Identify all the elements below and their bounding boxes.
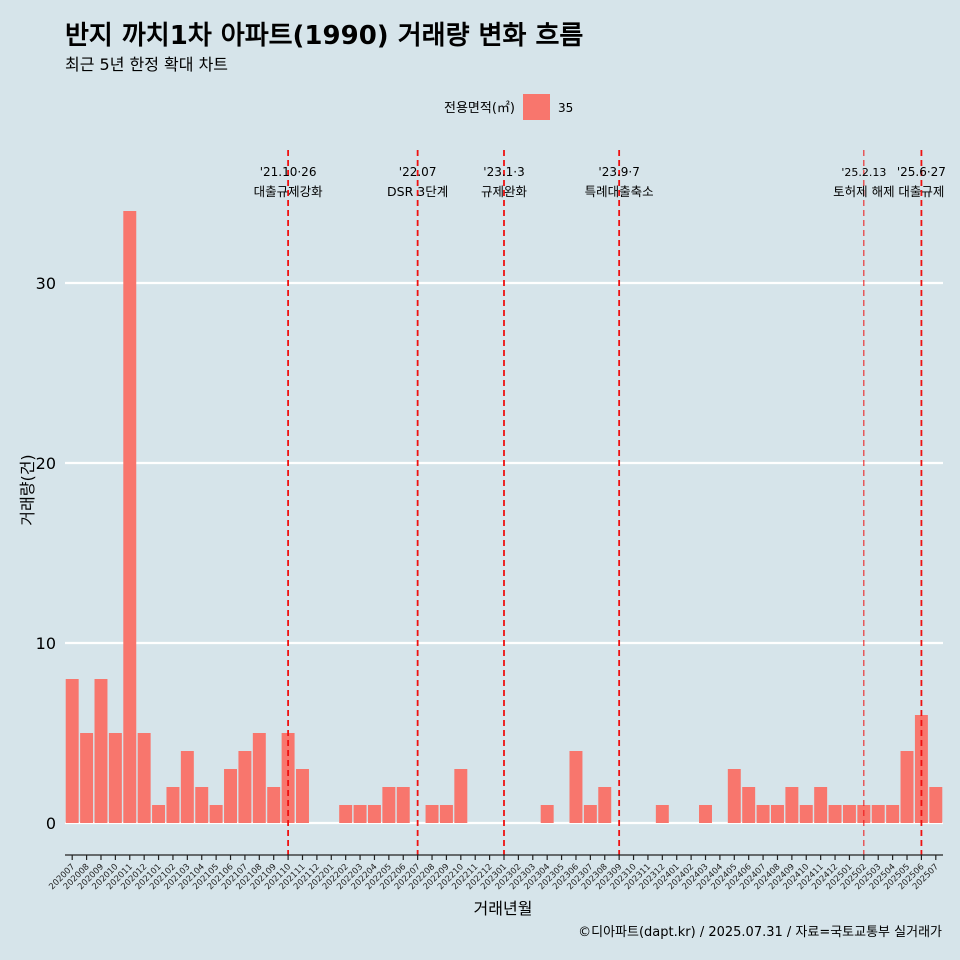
bar-202411 — [814, 787, 828, 823]
bar-202408 — [770, 805, 784, 823]
chart-caption: ©디아파트(dapt.kr) / 2025.07.31 / 자료=국토교통부 실… — [578, 925, 942, 940]
bar-202007 — [65, 679, 79, 823]
event-desc-label-202207: DSR 3단계 — [387, 184, 448, 199]
bar-202505 — [900, 751, 914, 823]
bars — [65, 211, 943, 823]
bar-202101 — [152, 805, 166, 823]
bar-202011 — [123, 211, 137, 823]
event-date-label-202502: '25.2.13 — [841, 166, 886, 179]
bar-202407 — [756, 805, 770, 823]
bar-202210 — [454, 769, 468, 823]
legend-item-label: 35 — [558, 101, 573, 115]
bar-202104 — [195, 787, 209, 823]
bar-202209 — [439, 805, 453, 823]
x-axis-label: 거래년월 — [474, 899, 533, 918]
bar-202406 — [742, 787, 756, 823]
bar-202008 — [80, 733, 94, 823]
bar-202506 — [914, 715, 928, 823]
bar-202204 — [367, 805, 381, 823]
bar-202507 — [929, 787, 943, 823]
bar-202405 — [727, 769, 741, 823]
bar-202108 — [252, 733, 266, 823]
bar-202009 — [94, 679, 108, 823]
bar-202102 — [166, 787, 180, 823]
bar-202503 — [871, 805, 885, 823]
event-desc-label-202301: 규제완화 — [481, 184, 528, 199]
chart-subtitle: 최근 5년 한정 확대 차트 — [65, 55, 228, 74]
bar-202307 — [583, 805, 597, 823]
bar-202308 — [598, 787, 612, 823]
y-tick-label-20: 20 — [36, 454, 56, 473]
bar-202103 — [180, 751, 194, 823]
bar-202412 — [828, 805, 842, 823]
event-date-label-202110: '21.10·26 — [260, 165, 317, 179]
bar-202012 — [137, 733, 151, 823]
event-desc-label-202506: 대출규제 — [898, 184, 944, 199]
event-desc-label-202502: 토허제 해제 — [833, 184, 894, 199]
bar-202206 — [396, 787, 410, 823]
bar-202208 — [425, 805, 439, 823]
chart-title: 반지 까치1차 아파트(1990) 거래량 변화 흐름 — [65, 21, 583, 51]
bar-202202 — [339, 805, 353, 823]
bar-202105 — [209, 805, 223, 823]
bar-202109 — [267, 787, 281, 823]
legend-title: 전용면적(㎡) — [444, 101, 515, 116]
event-date-label-202301: '23.1·3 — [483, 165, 524, 179]
bar-202501 — [842, 805, 856, 823]
y-tick-label-0: 0 — [46, 814, 56, 833]
event-desc-label-202110: 대출규제강화 — [254, 184, 324, 199]
bar-202304 — [540, 805, 554, 823]
bar-202504 — [886, 805, 900, 823]
y-tick-label-10: 10 — [36, 634, 56, 653]
bar-202203 — [353, 805, 367, 823]
bar-202205 — [382, 787, 396, 823]
event-date-label-202309: '23.9·7 — [598, 165, 639, 179]
y-tick-label-30: 30 — [36, 274, 56, 293]
y-axis-label: 거래량(건) — [18, 454, 37, 525]
event-annotations: '21.10·26 대출규제강화 '22.07 DSR 3단계 '23.1·3 규제완화 '… — [254, 150, 946, 855]
bar-202106 — [224, 769, 238, 823]
bar-202312 — [655, 805, 669, 823]
bar-202010 — [108, 733, 122, 823]
event-date-label-202207: '22.07 — [399, 165, 437, 179]
event-desc-label-202309: 특례대출축소 — [585, 184, 654, 199]
bar-202410 — [799, 805, 813, 823]
bar-202111 — [296, 769, 309, 823]
bar-202107 — [238, 751, 252, 823]
legend-swatch — [523, 94, 550, 120]
event-date-label-202506: '25.6·27 — [897, 165, 946, 179]
bar-202403 — [699, 805, 712, 823]
bar-202409 — [785, 787, 799, 823]
bar-202110 — [281, 733, 295, 823]
bar-202306 — [569, 751, 583, 823]
